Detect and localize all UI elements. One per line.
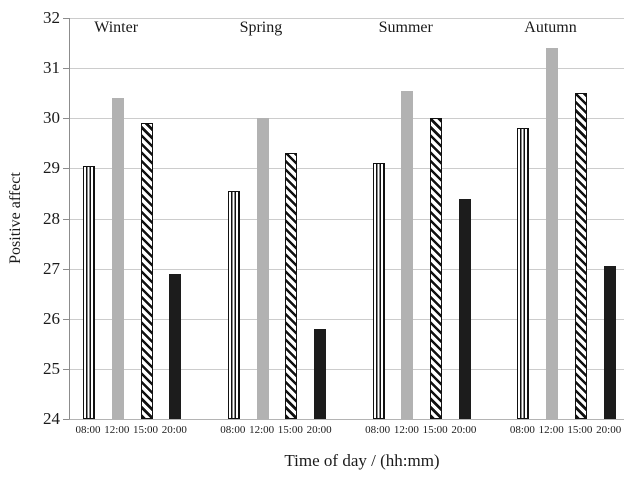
bar-spring-1200 xyxy=(256,118,269,419)
gridline-y-32 xyxy=(70,18,624,19)
y-axis-tick xyxy=(63,168,69,169)
y-tick-label-25: 25 xyxy=(43,359,60,378)
gridline-y-25 xyxy=(70,369,624,370)
y-tick-label-29: 29 xyxy=(43,158,60,177)
x-tick-label-winter-0800: 08:00 xyxy=(75,424,101,436)
y-axis-tick xyxy=(63,219,69,220)
y-axis-tick xyxy=(63,269,69,270)
y-tick-label-26: 26 xyxy=(43,309,60,328)
gridline-y-29 xyxy=(70,168,624,169)
y-tick-label-24: 24 xyxy=(43,409,60,428)
y-axis-title: Positive affect xyxy=(7,172,24,264)
y-axis-tick xyxy=(63,369,69,370)
x-tick-label-autumn-2000: 20:00 xyxy=(596,424,622,436)
y-tick-label-32: 32 xyxy=(43,8,60,27)
x-tick-label-spring-1200: 12:00 xyxy=(249,424,275,436)
bar-autumn-1200 xyxy=(546,48,559,419)
gridline-y-27 xyxy=(70,269,624,270)
season-label-winter: Winter xyxy=(94,19,139,36)
season-label-autumn: Autumn xyxy=(524,19,577,36)
gridline-y-26 xyxy=(70,319,624,320)
bar-autumn-1500 xyxy=(574,93,587,419)
season-label-spring: Spring xyxy=(239,19,283,36)
x-tick-label-autumn-0800: 08:00 xyxy=(509,424,535,436)
bar-spring-2000 xyxy=(314,328,327,419)
x-tick-label-winter-2000: 20:00 xyxy=(161,424,187,436)
y-axis-tick xyxy=(63,419,69,420)
y-tick-label-31: 31 xyxy=(43,58,60,77)
season-label-summer: Summer xyxy=(378,19,433,36)
y-tick-label-28: 28 xyxy=(43,209,60,228)
bar-spring-0800 xyxy=(227,190,240,419)
bar-autumn-0800 xyxy=(517,128,530,419)
bar-spring-1500 xyxy=(285,153,298,419)
bar-summer-0800 xyxy=(372,163,385,419)
y-tick-label-27: 27 xyxy=(43,259,60,278)
bar-summer-1200 xyxy=(401,90,414,419)
x-tick-label-winter-1200: 12:00 xyxy=(104,424,130,436)
bar-winter-2000 xyxy=(169,273,182,419)
bar-summer-1500 xyxy=(430,118,443,419)
x-tick-label-autumn-1200: 12:00 xyxy=(538,424,564,436)
x-tick-label-spring-2000: 20:00 xyxy=(306,424,332,436)
x-tick-label-autumn-1500: 15:00 xyxy=(567,424,593,436)
x-tick-label-spring-0800: 08:00 xyxy=(220,424,246,436)
y-axis-tick xyxy=(63,319,69,320)
x-tick-label-summer-1200: 12:00 xyxy=(393,424,419,436)
gridline-y-31 xyxy=(70,68,624,69)
gridline-y-28 xyxy=(70,219,624,220)
bar-winter-1200 xyxy=(111,98,124,419)
bar-winter-1500 xyxy=(140,123,153,419)
y-axis-tick xyxy=(63,18,69,19)
x-tick-label-winter-1500: 15:00 xyxy=(132,424,159,436)
plot-area xyxy=(69,18,624,420)
x-tick-label-summer-1500: 15:00 xyxy=(422,424,448,436)
x-tick-label-spring-1500: 15:00 xyxy=(277,424,303,436)
y-axis-tick xyxy=(63,118,69,119)
y-tick-label-30: 30 xyxy=(43,108,60,127)
bar-winter-0800 xyxy=(83,165,95,419)
y-axis-tick xyxy=(63,68,69,69)
bar-summer-2000 xyxy=(458,198,471,419)
bar-autumn-2000 xyxy=(603,266,616,419)
gridline-y-30 xyxy=(70,118,624,119)
x-axis-title: Time of day / (hh:mm) xyxy=(284,451,440,470)
x-tick-label-summer-2000: 20:00 xyxy=(451,424,477,436)
x-tick-label-summer-0800: 08:00 xyxy=(365,424,391,436)
